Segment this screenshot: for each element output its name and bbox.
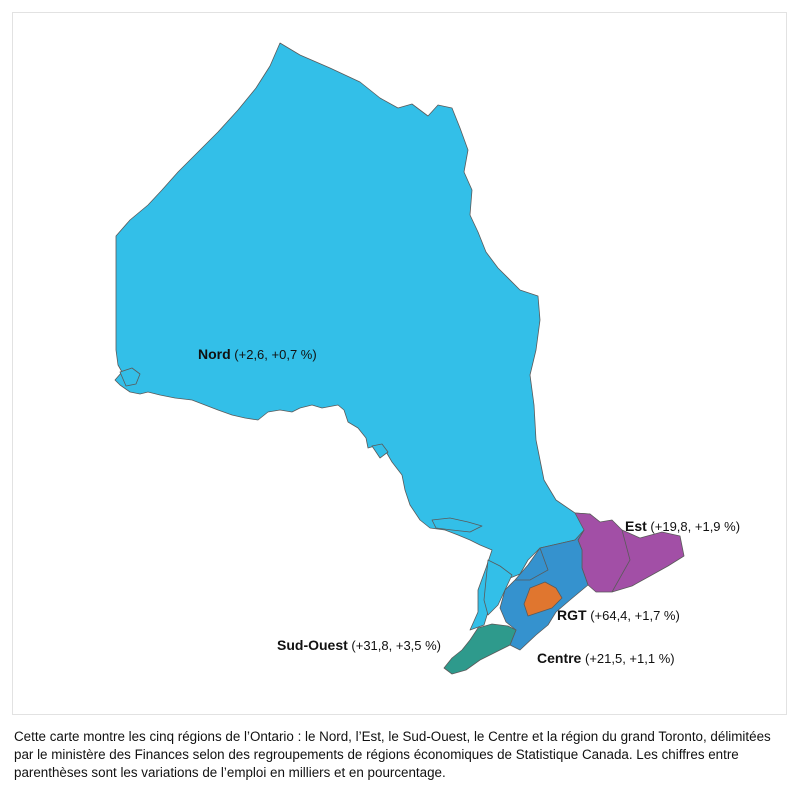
region-nord-island-a <box>119 367 141 387</box>
label-nord-values: (+2,6, +0,7 %) <box>234 347 317 362</box>
label-sud-ouest: Sud-Ouest (+31,8, +3,5 %) <box>277 637 441 653</box>
map-caption: Cette carte montre les cinq régions de l… <box>14 729 771 780</box>
region-nord <box>114 42 601 631</box>
region-sud-ouest <box>443 623 517 675</box>
label-centre-values: (+21,5, +1,1 %) <box>584 651 675 666</box>
label-est-values: (+19,8, +1,9 %) <box>650 519 741 534</box>
label-nord-name: Nord <box>198 346 231 362</box>
label-sud-ouest-values: (+31,8, +3,5 %) <box>351 638 442 653</box>
label-rgt-values: (+64,4, +1,7 %) <box>590 608 680 623</box>
region-nord-bruce <box>483 559 513 616</box>
label-centre-name: Centre <box>537 650 582 666</box>
label-nord: Nord (+2,6, +0,7 %) <box>198 346 317 362</box>
label-est-name: Est <box>625 518 647 534</box>
region-rgt <box>523 581 563 617</box>
region-nord-island-b <box>371 443 389 459</box>
label-centre: Centre (+21,5, +1,1 %) <box>537 650 675 666</box>
label-sud-ouest-name: Sud-Ouest <box>277 637 348 653</box>
label-est: Est (+19,8, +1,9 %) <box>625 518 740 534</box>
label-rgt-name: RGT <box>557 607 587 623</box>
label-rgt: RGT (+64,4, +1,7 %) <box>557 607 680 623</box>
region-nord-manitoulin <box>431 517 483 533</box>
